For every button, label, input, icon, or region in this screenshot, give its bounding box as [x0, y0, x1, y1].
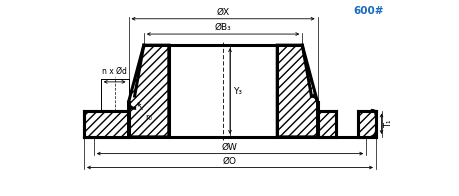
Text: T₁: T₁	[383, 120, 392, 128]
Polygon shape	[357, 111, 375, 137]
Polygon shape	[277, 45, 317, 137]
Polygon shape	[84, 111, 128, 137]
Text: ØO: ØO	[223, 157, 236, 166]
Text: ØB₃: ØB₃	[214, 23, 231, 32]
Text: ØW: ØW	[222, 143, 237, 152]
Polygon shape	[128, 45, 168, 137]
Polygon shape	[317, 111, 335, 137]
Text: Y₃: Y₃	[232, 87, 241, 95]
Text: 600#: 600#	[353, 6, 383, 16]
Text: ØX: ØX	[216, 7, 229, 16]
Text: n x Ød: n x Ød	[102, 67, 127, 76]
Text: r₀: r₀	[145, 113, 152, 122]
